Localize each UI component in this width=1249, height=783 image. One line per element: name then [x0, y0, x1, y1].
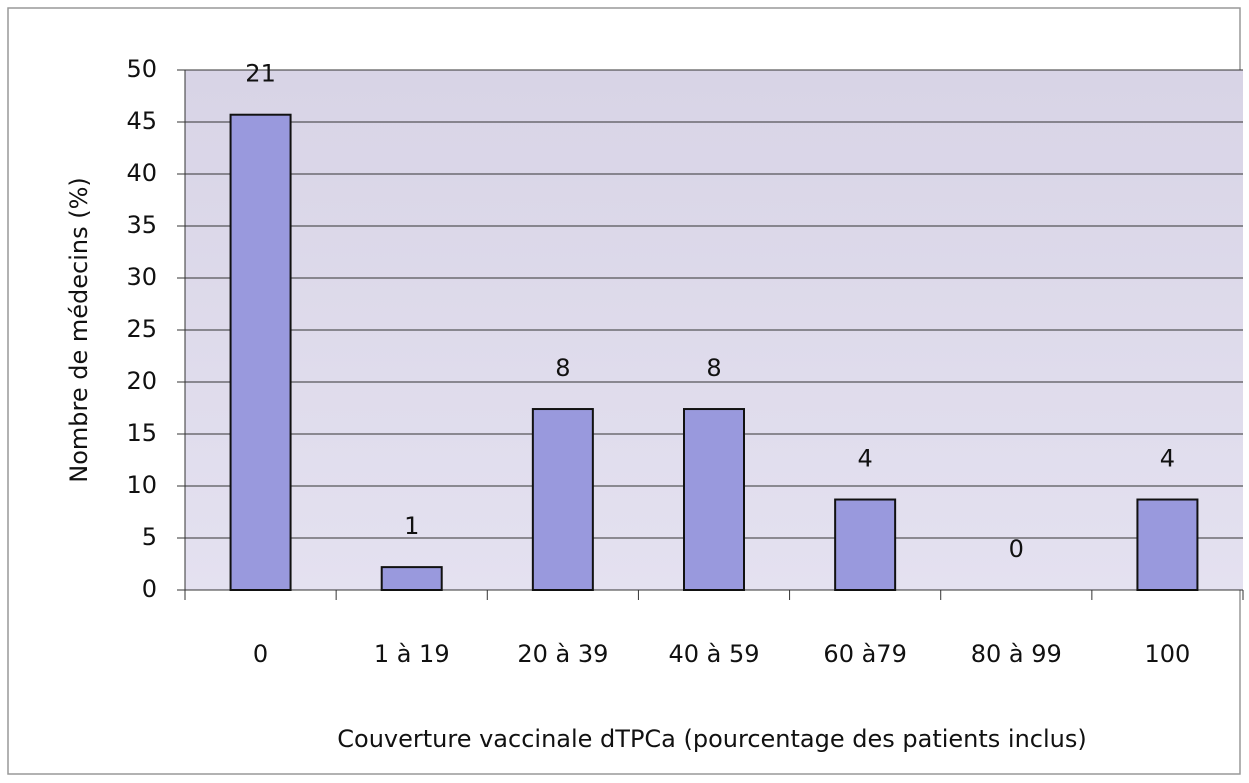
y-tick-label: 50: [126, 55, 157, 83]
y-tick-label: 15: [126, 419, 157, 447]
y-tick-label: 35: [126, 211, 157, 239]
y-tick-label: 45: [126, 107, 157, 135]
x-axis-title: Couverture vaccinale dTPCa (pourcentage …: [337, 725, 1087, 753]
bar: [380, 566, 443, 591]
data-label: 4: [858, 445, 873, 473]
x-tick-label: 20 à 39: [517, 640, 608, 668]
y-tick-label: 10: [126, 471, 157, 499]
data-label: 4: [1160, 445, 1175, 473]
x-tick-label: 100: [1145, 640, 1191, 668]
y-tick-label: 30: [126, 263, 157, 291]
data-label: 21: [245, 60, 276, 88]
bar: [229, 113, 292, 591]
y-tick-label: 5: [142, 523, 157, 551]
bar: [834, 498, 897, 591]
x-tick-label: 60 à79: [823, 640, 906, 668]
y-tick-label: 40: [126, 159, 157, 187]
x-tick-label: 1 à 19: [374, 640, 450, 668]
x-tick-label: 80 à 99: [971, 640, 1062, 668]
y-axis-title: Nombre de médecins (%): [65, 177, 93, 483]
bar: [1136, 498, 1199, 591]
y-tick-label: 0: [142, 575, 157, 603]
data-label: 8: [555, 354, 570, 382]
bar: [683, 408, 745, 592]
x-tick-label: 40 à 59: [668, 640, 759, 668]
y-tick-label: 20: [126, 367, 157, 395]
data-label: 0: [1009, 535, 1024, 563]
data-label: 8: [706, 354, 721, 382]
x-tick-label: 0: [253, 640, 268, 668]
data-label: 1: [404, 512, 419, 540]
y-tick-label: 25: [126, 315, 157, 343]
bar: [531, 408, 594, 592]
